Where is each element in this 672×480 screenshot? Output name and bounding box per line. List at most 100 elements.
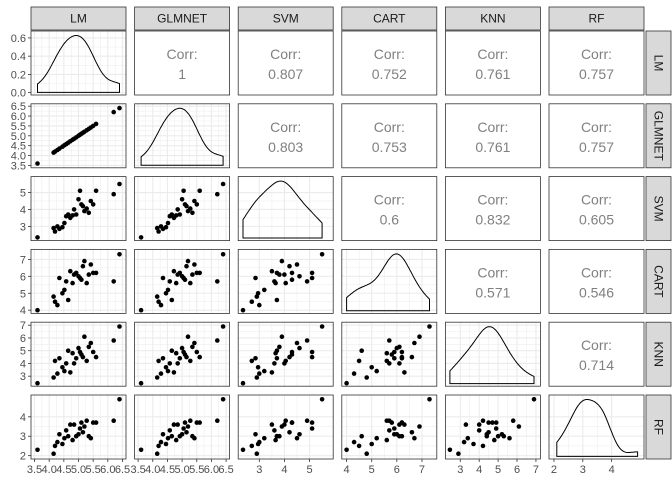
data-point bbox=[240, 307, 246, 313]
data-point bbox=[262, 435, 267, 441]
data-point bbox=[177, 356, 183, 361]
data-point bbox=[68, 370, 73, 375]
data-point bbox=[215, 338, 220, 343]
panel-border bbox=[341, 248, 438, 314]
data-point bbox=[70, 280, 75, 286]
data-point bbox=[169, 433, 175, 439]
data-point bbox=[486, 430, 491, 435]
y-axis-ticks: 0.00.20.40.63.54.04.55.05.56.06.53454567… bbox=[11, 33, 31, 463]
data-point bbox=[68, 268, 73, 274]
x-tick-label-knn: 7 bbox=[533, 464, 539, 476]
data-point bbox=[52, 358, 58, 364]
y-tick-label-glmnet: 6.0 bbox=[11, 111, 26, 123]
data-point bbox=[93, 420, 99, 425]
data-point bbox=[57, 356, 62, 361]
data-point bbox=[190, 344, 195, 350]
data-point bbox=[447, 447, 453, 453]
data-point bbox=[279, 334, 285, 340]
data-point bbox=[392, 356, 397, 361]
panel-knn-vs-rf: Corr: 0.714 bbox=[548, 321, 645, 387]
panel-svm-vs-lm bbox=[30, 176, 127, 242]
data-point bbox=[364, 451, 370, 457]
data-point bbox=[156, 358, 161, 364]
data-point bbox=[84, 280, 89, 286]
data-point bbox=[163, 291, 169, 296]
panel-cart-vs-svm bbox=[237, 248, 334, 314]
data-point bbox=[240, 447, 246, 453]
data-point bbox=[417, 334, 422, 340]
data-point bbox=[76, 432, 81, 437]
y-tick-label-svm: 5 bbox=[20, 188, 26, 200]
panel-rf-vs-rf bbox=[548, 394, 645, 460]
data-point bbox=[220, 252, 226, 257]
corr-label: Corr: bbox=[477, 264, 508, 280]
data-point bbox=[476, 428, 482, 433]
x-tick-label-knn: 3 bbox=[457, 464, 463, 476]
panel-border bbox=[134, 103, 231, 169]
data-point bbox=[392, 426, 397, 431]
data-point bbox=[253, 275, 258, 281]
data-point bbox=[188, 418, 193, 424]
y-tick-label-glmnet: 5.5 bbox=[11, 121, 26, 133]
data-point bbox=[253, 432, 258, 437]
panel-rf-vs-svm bbox=[237, 394, 334, 460]
data-point bbox=[55, 302, 60, 308]
data-point bbox=[167, 279, 173, 284]
panel-border bbox=[341, 103, 438, 169]
data-point bbox=[160, 275, 166, 281]
panel-border bbox=[548, 30, 645, 96]
data-point bbox=[63, 361, 69, 366]
data-point bbox=[80, 354, 86, 360]
x-tick-label-glmnet: 6.5 bbox=[218, 464, 233, 476]
data-point bbox=[93, 121, 99, 127]
data-point bbox=[70, 437, 75, 443]
data-point bbox=[192, 340, 197, 346]
y-tick-label-rf: 2 bbox=[20, 451, 26, 463]
x-tick-label-lm: 3.5 bbox=[27, 464, 42, 476]
panel-knn-vs-glmnet bbox=[134, 321, 231, 387]
data-point bbox=[138, 235, 144, 240]
data-point bbox=[65, 297, 71, 303]
data-point bbox=[77, 188, 83, 194]
data-point bbox=[158, 302, 164, 308]
column-strip-svm bbox=[237, 6, 334, 31]
panel-border bbox=[341, 30, 438, 96]
data-point bbox=[51, 375, 56, 380]
data-point bbox=[294, 262, 300, 267]
data-point bbox=[185, 258, 191, 264]
x-tick-label-cart: 6 bbox=[394, 464, 400, 476]
data-point bbox=[179, 345, 185, 351]
data-point bbox=[387, 428, 392, 433]
x-axis-ticks: 3.5 4.0 4.5 5.0 5.5 6.0 6.5 3.5 4.0 4.5 5.0 5.5 6.0 6… bbox=[27, 459, 615, 476]
y-tick-label-lm: 0.4 bbox=[11, 51, 26, 63]
data-point bbox=[35, 447, 40, 453]
column-strip-label-knn: KNN bbox=[480, 12, 505, 26]
panel-rf-vs-lm bbox=[30, 394, 127, 460]
data-point bbox=[304, 279, 310, 284]
data-point bbox=[456, 451, 461, 457]
data-point bbox=[51, 451, 56, 457]
data-point bbox=[175, 361, 180, 366]
data-point bbox=[82, 424, 87, 429]
data-point bbox=[374, 368, 380, 374]
data-point bbox=[90, 202, 96, 207]
data-point bbox=[283, 358, 289, 364]
column-strip-label-svm: SVM bbox=[273, 12, 299, 26]
data-point bbox=[88, 435, 94, 441]
panel-border bbox=[444, 248, 541, 314]
data-point bbox=[154, 451, 160, 457]
panel-svm-vs-glmnet bbox=[134, 176, 231, 242]
data-point bbox=[154, 375, 160, 380]
y-tick-label-lm: 0.2 bbox=[11, 69, 26, 81]
panel-svm-vs-knn: Corr: 0.832 bbox=[444, 176, 541, 242]
data-point bbox=[289, 420, 295, 425]
data-point bbox=[309, 349, 315, 355]
data-point bbox=[93, 270, 99, 276]
row-strip-label-lm: LM bbox=[652, 55, 666, 72]
panel-border bbox=[444, 30, 541, 96]
data-point bbox=[262, 287, 267, 293]
panel-lm-vs-knn: Corr: 0.761 bbox=[444, 30, 541, 96]
y-tick-label-knn: 7 bbox=[20, 320, 26, 332]
corr-label: Corr: bbox=[581, 192, 612, 208]
